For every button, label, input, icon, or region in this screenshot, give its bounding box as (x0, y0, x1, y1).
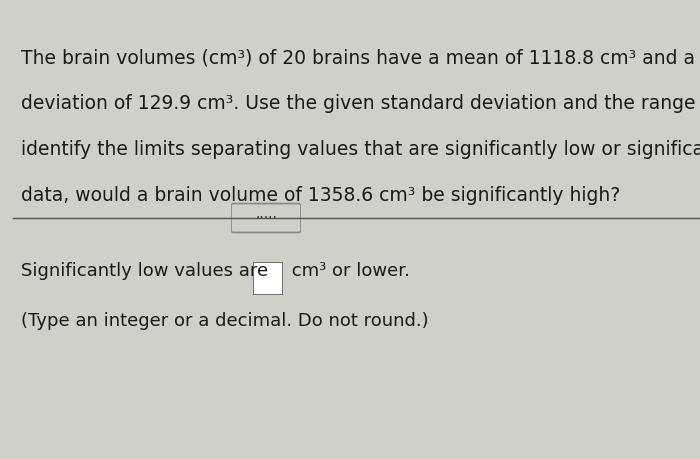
FancyBboxPatch shape (253, 262, 283, 295)
Text: The brain volumes (cm³) of 20 brains have a mean of 1118.8 cm³ and a standard: The brain volumes (cm³) of 20 brains hav… (21, 48, 700, 67)
Text: deviation of 129.9 cm³. Use the given standard deviation and the range rule of t: deviation of 129.9 cm³. Use the given st… (21, 94, 700, 113)
Text: Significantly low values are: Significantly low values are (21, 262, 268, 280)
Text: identify the limits separating values that are significantly low or significantl: identify the limits separating values th… (21, 140, 700, 159)
Text: data, would a brain volume of 1358.6 cm³ be significantly high?: data, would a brain volume of 1358.6 cm³… (21, 186, 620, 205)
Text: (Type an integer or a decimal. Do not round.): (Type an integer or a decimal. Do not ro… (21, 312, 428, 330)
Text: ·····: ····· (255, 211, 277, 225)
Text: cm³ or lower.: cm³ or lower. (286, 262, 410, 280)
FancyBboxPatch shape (231, 203, 301, 232)
